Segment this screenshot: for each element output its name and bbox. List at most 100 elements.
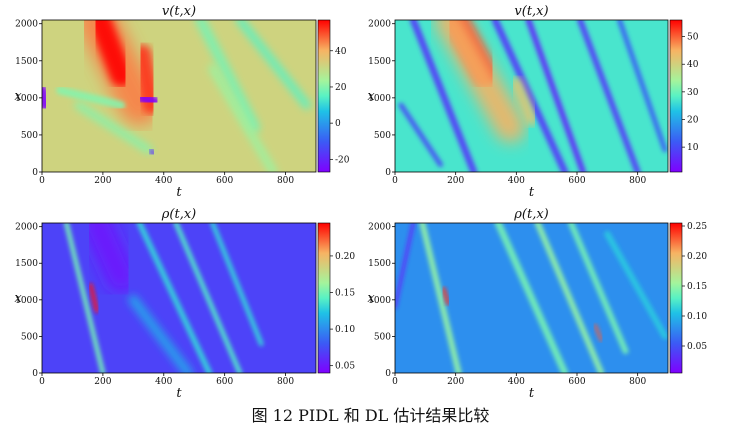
heatmap-feature-6 bbox=[577, 20, 641, 172]
heatmap-feature-9 bbox=[235, 20, 311, 110]
colorbar-tick-label: 0.10 bbox=[335, 325, 355, 335]
plot-frame bbox=[41, 19, 317, 173]
plot-frame bbox=[394, 19, 669, 173]
y-tick-label: 2000 bbox=[368, 223, 391, 233]
y-tick-label: 1500 bbox=[15, 259, 38, 269]
heatmap-field bbox=[42, 20, 316, 172]
colorbar-tick-label: 0.25 bbox=[687, 222, 707, 232]
x-tick-label: 600 bbox=[568, 176, 585, 186]
y-tick-label: 0 bbox=[32, 168, 38, 178]
heatmap-feature-2 bbox=[88, 20, 133, 87]
y-tick-label: 500 bbox=[374, 332, 391, 342]
chart-title: v(t,x) bbox=[162, 4, 196, 19]
heatmap-panel-4: ρ(t,x) 0 200 400 600 800 0 500 1000 1500 2000 t x 0.0… bbox=[367, 207, 707, 400]
colorbar-tick-label: 40 bbox=[687, 60, 699, 70]
chart-title: v(t,x) bbox=[514, 4, 548, 19]
heatmap-feature-2 bbox=[136, 223, 213, 373]
heatmap-feature-3 bbox=[534, 223, 605, 373]
heatmap-feature-2 bbox=[434, 20, 526, 143]
heatmap-feature-2 bbox=[494, 223, 569, 373]
x-tick-label: 600 bbox=[568, 377, 585, 387]
colorbar-tick-label: 0.10 bbox=[687, 312, 707, 322]
colorbar bbox=[317, 222, 331, 374]
colorbar bbox=[669, 19, 683, 173]
y-tick-label: 500 bbox=[21, 131, 38, 141]
y-tick-label: 2000 bbox=[15, 20, 38, 30]
heatmap-field bbox=[395, 223, 668, 373]
colorbar-tick-label: 20 bbox=[335, 83, 347, 93]
x-tick-label: 400 bbox=[508, 176, 525, 186]
heatmap-feature-6 bbox=[593, 323, 603, 342]
y-tick-label: 0 bbox=[385, 168, 391, 178]
heatmap-background bbox=[42, 223, 316, 373]
y-tick-label: 1500 bbox=[15, 57, 38, 67]
heatmap-feature-9 bbox=[510, 77, 538, 127]
x-tick-label: 0 bbox=[392, 377, 398, 387]
y-tick-label: 500 bbox=[21, 332, 38, 342]
x-axis-label: t bbox=[529, 185, 535, 200]
heatmap-feature-4 bbox=[567, 223, 629, 355]
colorbar-tick-label: 10 bbox=[687, 143, 699, 153]
colorbar-tick-label: 0.05 bbox=[687, 342, 707, 352]
heatmap-feature-4 bbox=[56, 86, 126, 110]
colorbar-tick-label: 50 bbox=[687, 33, 699, 43]
x-tick-label: 200 bbox=[94, 176, 111, 186]
x-tick-label: 400 bbox=[155, 377, 172, 387]
y-tick-label: 0 bbox=[32, 369, 38, 379]
x-axis-label: t bbox=[176, 386, 182, 400]
y-tick-label: 1500 bbox=[368, 259, 391, 269]
x-tick-label: 600 bbox=[216, 176, 233, 186]
heatmap-field bbox=[42, 223, 316, 373]
figure: v(t,x)0 200 400 600 8000500100015002000tx-20… bbox=[14, 4, 707, 400]
heatmap-feature-5 bbox=[525, 20, 587, 172]
colorbar-tick-label: 0 bbox=[335, 119, 341, 129]
y-tick-label: 1000 bbox=[368, 94, 391, 104]
colorbar-tick-label: 0.15 bbox=[335, 289, 355, 299]
x-tick-label: 800 bbox=[629, 377, 646, 387]
y-tick-label: 1000 bbox=[15, 94, 38, 104]
heatmap-feature-5 bbox=[88, 283, 99, 313]
x-tick-label: 200 bbox=[94, 377, 111, 387]
heatmap-feature-5 bbox=[42, 85, 51, 111]
heatmap-feature-3 bbox=[409, 20, 478, 172]
heatmap-feature-8 bbox=[398, 102, 443, 168]
figure-caption: 图 12 PIDL 和 DL 估计结果比较 bbox=[251, 406, 490, 425]
y-axis-label: x bbox=[14, 291, 22, 306]
heatmap-feature-1 bbox=[419, 223, 462, 373]
colorbar-tick-label: 40 bbox=[335, 47, 347, 57]
heatmap-field bbox=[395, 20, 668, 172]
y-axis-label: x bbox=[14, 89, 22, 104]
y-tick-label: 2000 bbox=[368, 20, 391, 30]
heatmap-feature-6 bbox=[128, 294, 194, 373]
y-tick-label: 1500 bbox=[368, 57, 391, 67]
x-tick-label: 800 bbox=[277, 377, 294, 387]
x-tick-label: 0 bbox=[392, 176, 398, 186]
x-tick-label: 600 bbox=[216, 377, 233, 387]
chart-title: ρ(t,x) bbox=[161, 207, 196, 222]
colorbar-tick-label: 20 bbox=[687, 115, 699, 125]
y-tick-label: 2000 bbox=[15, 223, 38, 233]
heatmap-panel-1: v(t,x)0 200 400 600 8000500100015002000tx-20… bbox=[14, 4, 349, 200]
x-tick-label: 400 bbox=[508, 377, 525, 387]
colorbar-tick-label: 0.05 bbox=[335, 362, 355, 372]
heatmap-feature-10 bbox=[208, 64, 278, 172]
colorbar-tick-label: 0.20 bbox=[335, 252, 355, 262]
x-tick-label: 200 bbox=[447, 377, 464, 387]
x-tick-label: 800 bbox=[277, 176, 294, 186]
x-tick-label: 400 bbox=[155, 176, 172, 186]
x-tick-label: 800 bbox=[629, 176, 646, 186]
heatmap-feature-4 bbox=[491, 20, 569, 172]
plot-frame bbox=[394, 222, 669, 374]
colorbar-tick-label: 0.15 bbox=[687, 282, 707, 292]
heatmap-feature-5 bbox=[441, 286, 451, 306]
heatmap-feature-7 bbox=[616, 20, 668, 153]
heatmap-feature-7 bbox=[81, 223, 137, 293]
x-tick-label: 200 bbox=[447, 176, 464, 186]
heatmap-feature-8 bbox=[195, 20, 261, 133]
heatmap-panel-2: v(t,x) 0 200 400 600 800 0 500 1000 1500 2000 t x 10 2… bbox=[367, 4, 698, 200]
colorbar-tick-label: -20 bbox=[335, 155, 350, 165]
heatmap-feature-8 bbox=[604, 230, 668, 340]
heatmap-panel-3: ρ(t,x) 0 200 400 600 800 0 500 1000 1500 2000 t x 0.0… bbox=[14, 207, 355, 400]
y-axis-label: x bbox=[367, 291, 375, 306]
plot-frame bbox=[41, 222, 317, 374]
